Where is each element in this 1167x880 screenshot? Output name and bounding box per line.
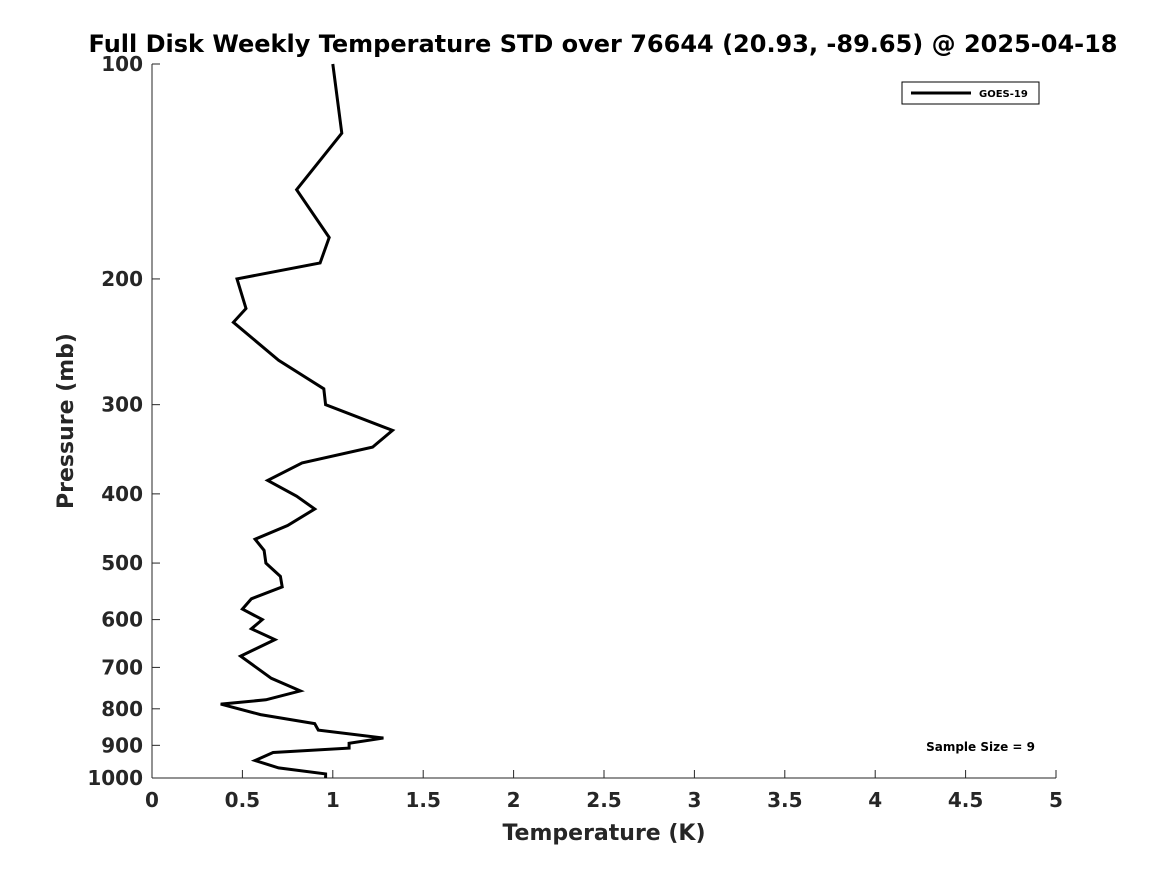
legend-label-goes-19: GOES-19	[979, 89, 1028, 100]
y-tick-label: 500	[101, 551, 143, 575]
y-tick-label: 200	[101, 267, 143, 291]
x-tick-label: 2.5	[586, 788, 621, 812]
legend: GOES-19	[901, 81, 1040, 105]
x-tick-label: 3	[687, 788, 701, 812]
x-tick-label: 0	[145, 788, 159, 812]
y-tick-label: 100	[101, 52, 143, 76]
y-axis-ticks: 100 200 300 400 500 600 700 800 900 1000	[87, 52, 160, 790]
x-axis-label: Temperature (K)	[502, 821, 705, 846]
y-tick-label: 700	[101, 655, 143, 679]
y-tick-label: 300	[101, 393, 143, 417]
x-tick-label: 4.5	[948, 788, 983, 812]
x-tick-label: 2	[507, 788, 521, 812]
x-tick-label: 4	[868, 788, 882, 812]
x-tick-label: 5	[1049, 788, 1063, 812]
y-tick-label: 800	[101, 697, 143, 721]
y-axis-label: Pressure (mb)	[54, 333, 79, 509]
chart-title: Full Disk Weekly Temperature STD over 76…	[89, 30, 1118, 58]
x-tick-label: 0.5	[225, 788, 260, 812]
x-tick-label: 1.5	[405, 788, 440, 812]
y-tick-label: 900	[101, 733, 143, 757]
x-axis-ticks: 0 0.5 1 1.5 2 2.5 3 3.5 4 4.5 5	[145, 770, 1063, 812]
series-lines	[220, 63, 396, 778]
x-tick-label: 1	[326, 788, 340, 812]
y-tick-label: 600	[101, 608, 143, 632]
y-tick-label: 1000	[87, 766, 143, 790]
x-tick-label: 3.5	[767, 788, 802, 812]
series-line-goes-19	[220, 63, 396, 778]
sample-size-annotation: Sample Size = 9	[926, 740, 1035, 754]
y-tick-label: 400	[101, 482, 143, 506]
axes	[151, 64, 1056, 779]
